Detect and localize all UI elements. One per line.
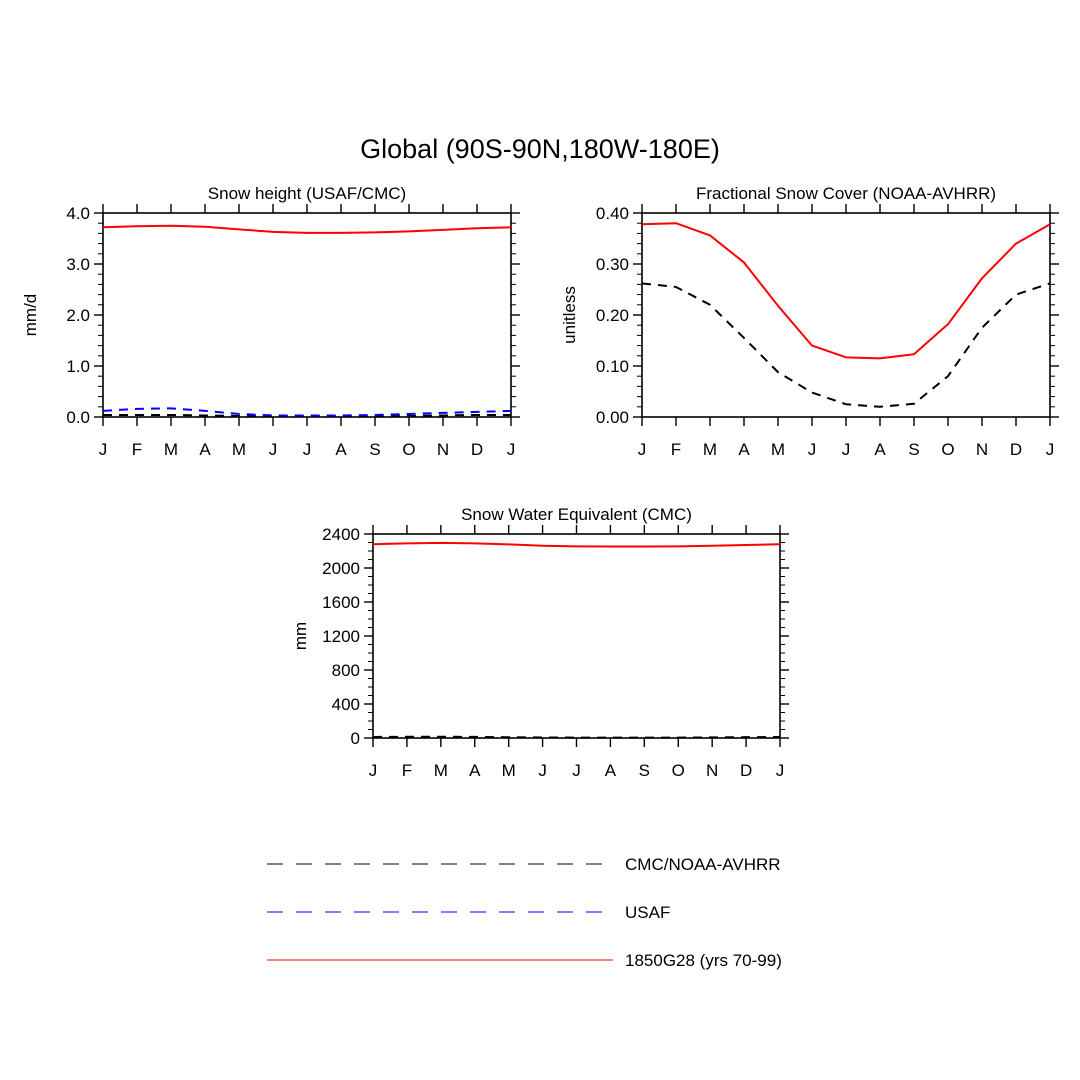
x-tick-label: J bbox=[776, 761, 785, 780]
y-tick-label: 0.30 bbox=[596, 255, 629, 274]
series-line-cmc-noaa-avhrr bbox=[641, 282, 1051, 408]
x-tick-label: O bbox=[402, 440, 415, 459]
x-tick-label: D bbox=[740, 761, 752, 780]
y-tick-label: 0.20 bbox=[596, 306, 629, 325]
y-tick-label: 800 bbox=[332, 661, 360, 680]
x-tick-label: J bbox=[269, 440, 278, 459]
x-tick-label: A bbox=[469, 761, 481, 780]
x-tick-label: J bbox=[538, 761, 547, 780]
x-tick-label: N bbox=[706, 761, 718, 780]
y-tick-label: 0.10 bbox=[596, 357, 629, 376]
y-tick-label: 400 bbox=[332, 695, 360, 714]
y-tick-label: 0 bbox=[351, 729, 360, 748]
panel-title: Fractional Snow Cover (NOAA-AVHRR) bbox=[696, 184, 996, 203]
figure-title: Global (90S-90N,180W-180E) bbox=[360, 134, 720, 164]
x-tick-label: N bbox=[437, 440, 449, 459]
y-tick-label: 1600 bbox=[322, 593, 360, 612]
x-tick-label: M bbox=[771, 440, 785, 459]
legend-label: CMC/NOAA-AVHRR bbox=[625, 855, 781, 874]
plot-frame bbox=[102, 212, 512, 418]
x-tick-label: S bbox=[369, 440, 380, 459]
x-tick-label: J bbox=[638, 440, 647, 459]
chart-fractional-snow-cover: Fractional Snow Cover (NOAA-AVHRR) unitle… bbox=[560, 184, 1059, 459]
x-tick-label: M bbox=[434, 761, 448, 780]
x-tick-label: J bbox=[507, 440, 516, 459]
y-tick-label: 4.0 bbox=[66, 204, 90, 223]
panel-title: Snow Water Equivalent (CMC) bbox=[461, 505, 692, 524]
series-line-cmc-noaa-avhrr bbox=[103, 413, 511, 418]
x-tick-label: J bbox=[572, 761, 581, 780]
legend-label: USAF bbox=[625, 903, 670, 922]
series-line-1850g28-yrs-70-99 bbox=[372, 541, 781, 548]
x-tick-label: J bbox=[303, 440, 312, 459]
x-tick-label: F bbox=[132, 440, 142, 459]
x-tick-label: A bbox=[738, 440, 750, 459]
legend-label: 1850G28 (yrs 70-99) bbox=[625, 951, 782, 970]
x-tick-label: J bbox=[369, 761, 378, 780]
x-tick-label: S bbox=[908, 440, 919, 459]
y-tick-label: 0.00 bbox=[596, 408, 629, 427]
y-tick-label: 1200 bbox=[322, 627, 360, 646]
y-axis-label: mm/d bbox=[21, 294, 40, 337]
x-tick-label: F bbox=[402, 761, 412, 780]
x-tick-label: S bbox=[639, 761, 650, 780]
y-axis-label: mm bbox=[291, 622, 310, 650]
y-tick-label: 2.0 bbox=[66, 306, 90, 325]
y-tick-label: 1.0 bbox=[66, 357, 90, 376]
y-axis-label: unitless bbox=[560, 286, 579, 344]
x-tick-label: M bbox=[232, 440, 246, 459]
chart-snow-water-equivalent: Snow Water Equivalent (CMC) mm 0 400 800 1200… bbox=[291, 505, 789, 780]
y-tick-label: 3.0 bbox=[66, 255, 90, 274]
y-tick-label: 2000 bbox=[322, 559, 360, 578]
y-tick-label: 2400 bbox=[322, 525, 360, 544]
x-tick-label: N bbox=[976, 440, 988, 459]
x-tick-label: M bbox=[502, 761, 516, 780]
x-tick-label: J bbox=[808, 440, 817, 459]
x-tick-label: D bbox=[471, 440, 483, 459]
series-line-usaf bbox=[102, 407, 512, 417]
x-tick-label: O bbox=[672, 761, 685, 780]
x-tick-label: J bbox=[1046, 440, 1055, 459]
x-tick-label: D bbox=[1010, 440, 1022, 459]
series-line-cmc-noaa-avhrr bbox=[372, 735, 781, 739]
y-tick-label: 0.40 bbox=[596, 204, 629, 223]
series-line-1850g28-yrs-70-99 bbox=[102, 224, 512, 234]
panel-title: Snow height (USAF/CMC) bbox=[208, 184, 406, 203]
plot-frame bbox=[372, 533, 781, 739]
x-tick-label: M bbox=[703, 440, 717, 459]
x-tick-label: F bbox=[671, 440, 681, 459]
y-tick-label: 0.0 bbox=[66, 408, 90, 427]
chart-snow-height: Snow height (USAF/CMC) mm/d 0.0 1.0 2.0 3.0 4.… bbox=[21, 184, 520, 459]
plot-frame bbox=[641, 212, 1051, 418]
series-line-1850g28-yrs-70-99 bbox=[641, 222, 1051, 360]
x-tick-label: O bbox=[941, 440, 954, 459]
legend: CMC/NOAA-AVHRR USAF 1850G28 (yrs 70-99) bbox=[267, 855, 782, 970]
x-tick-label: M bbox=[164, 440, 178, 459]
x-tick-label: A bbox=[605, 761, 617, 780]
x-tick-label: A bbox=[199, 440, 211, 459]
x-tick-label: A bbox=[874, 440, 886, 459]
x-tick-label: J bbox=[842, 440, 851, 459]
x-tick-label: A bbox=[335, 440, 347, 459]
x-tick-label: J bbox=[99, 440, 108, 459]
